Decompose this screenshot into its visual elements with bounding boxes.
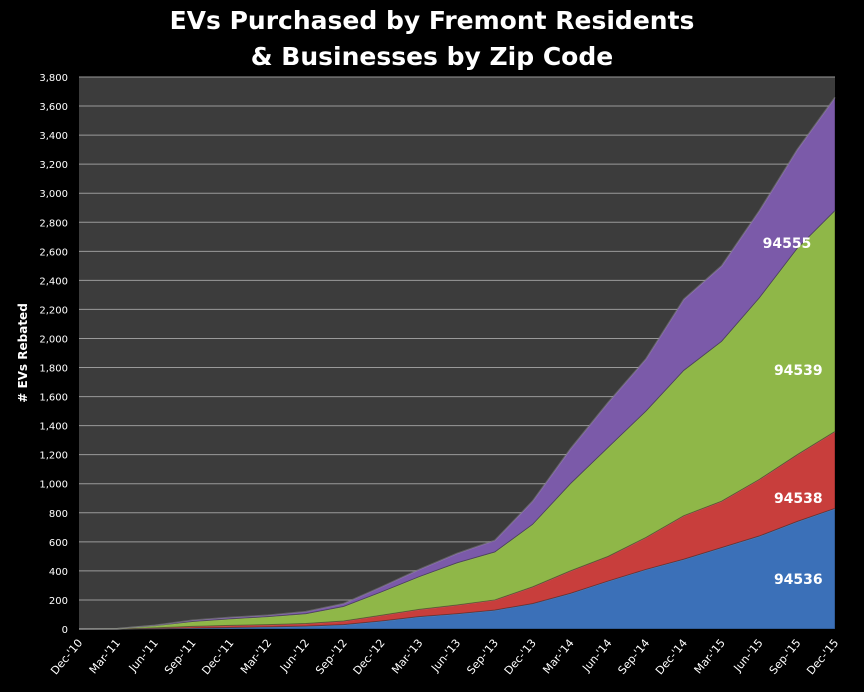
y-tick-label: 400 — [49, 567, 68, 578]
x-tick-label: Mar-'15 — [692, 637, 728, 677]
x-tick-label: Sep-'12 — [313, 637, 350, 677]
x-tick-label: Dec-'12 — [351, 637, 388, 678]
x-tick-label: Sep-'13 — [464, 637, 501, 677]
y-tick-label: 2,800 — [39, 218, 68, 229]
x-tick-label: Sep-'11 — [162, 637, 199, 677]
y-axis-label: # EVs Rebated — [16, 303, 30, 403]
x-tick-label: Dec-'14 — [653, 637, 690, 678]
y-tick-label: 3,200 — [39, 160, 68, 171]
x-tick-label: Sep-'14 — [616, 637, 653, 677]
x-tick-label: Mar-'14 — [540, 637, 576, 677]
y-tick-label: 0 — [62, 625, 68, 636]
x-tick-label: Jun-'13 — [428, 637, 463, 675]
chart-title-line-2: & Businesses by Zip Code — [250, 42, 614, 71]
x-tick-label: Jun-'14 — [579, 637, 614, 675]
y-tick-label: 1,200 — [39, 451, 68, 462]
area-edge-94555 — [78, 96, 836, 630]
x-tick-label: Mar-'11 — [87, 637, 123, 677]
y-tick-label: 3,800 — [39, 73, 68, 84]
y-tick-label: 800 — [49, 509, 68, 520]
y-tick-label: 2,200 — [39, 305, 68, 316]
x-tick-label: Mar-'13 — [389, 637, 425, 677]
series-label-94539: 94539 — [774, 363, 823, 379]
y-tick-label: 3,400 — [39, 131, 68, 142]
x-tick-label: Mar-'12 — [238, 637, 274, 677]
y-tick-label: 2,600 — [39, 247, 68, 258]
area-series-94555 — [78, 95, 836, 630]
x-tick-label: Jun-'11 — [126, 637, 161, 675]
series-label-94555: 94555 — [763, 236, 812, 252]
x-tick-label: Dec-'11 — [199, 637, 236, 678]
chart-title-line-1: EVs Purchased by Fremont Residents — [169, 6, 695, 35]
y-tick-label: 1,800 — [39, 364, 68, 375]
y-tick-label: 2,400 — [39, 276, 68, 287]
x-tick-label: Dec-'10 — [48, 637, 85, 678]
x-tick-label: Dec-'13 — [502, 637, 539, 678]
y-tick-label: 600 — [49, 538, 68, 549]
x-tick-label: Jun-'12 — [277, 637, 312, 675]
x-tick-label: Sep-'15 — [767, 637, 804, 677]
y-tick-label: 1,400 — [39, 422, 68, 433]
series-label-94536: 94536 — [774, 572, 823, 588]
y-tick-label: 2,000 — [39, 334, 68, 345]
y-tick-label: 3,600 — [39, 102, 68, 113]
y-tick-label: 200 — [49, 596, 68, 607]
series-label-94538: 94538 — [774, 491, 823, 507]
y-tick-label: 3,000 — [39, 189, 68, 200]
x-tick-label: Jun-'15 — [731, 637, 766, 675]
y-tick-label: 1,600 — [39, 393, 68, 404]
x-tick-label: Dec-'15 — [804, 637, 841, 678]
y-tick-label: 1,000 — [39, 480, 68, 491]
